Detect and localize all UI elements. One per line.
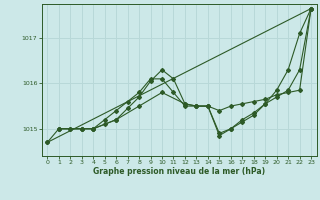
X-axis label: Graphe pression niveau de la mer (hPa): Graphe pression niveau de la mer (hPa) <box>93 167 265 176</box>
